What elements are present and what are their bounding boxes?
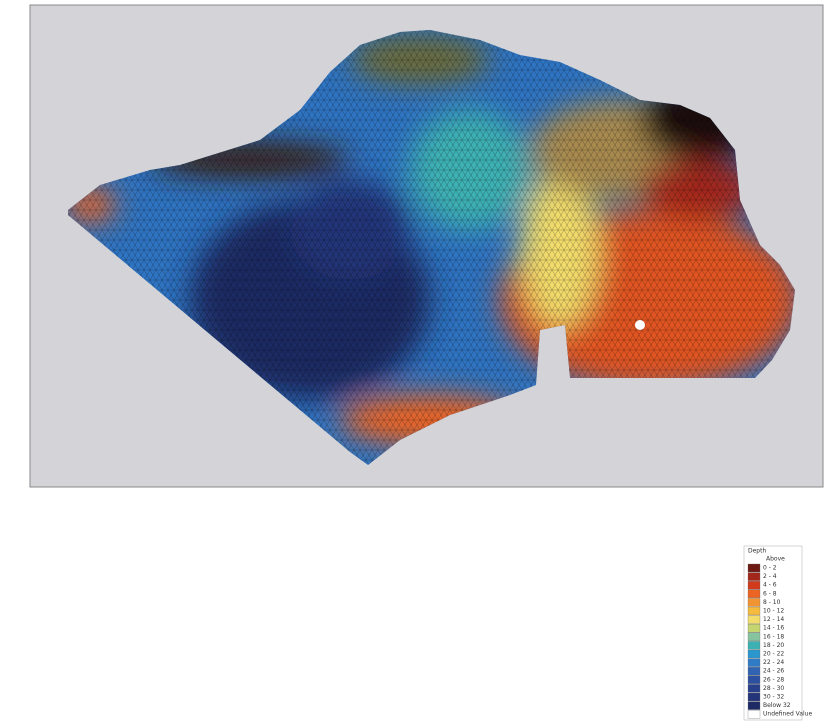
legend-label: 16 - 18 xyxy=(763,633,784,640)
legend-swatch xyxy=(747,710,761,719)
legend-swatch xyxy=(747,598,761,607)
legend-subtitle: Above xyxy=(766,556,785,563)
legend-label: 8 - 10 xyxy=(763,599,781,606)
legend: Depth Above 0 - 22 - 4 4 - 66 - 8 8 - 10 10… xyxy=(743,545,812,721)
legend-label: 6 - 8 xyxy=(763,590,777,597)
legend-label: 22 - 24 xyxy=(763,659,784,666)
legend-swatch xyxy=(747,684,761,693)
legend-label: 12 - 14 xyxy=(763,616,784,623)
legend-label: Undefined Value xyxy=(763,711,812,718)
legend-swatch xyxy=(747,632,761,641)
legend-swatch xyxy=(747,606,761,616)
legend-label: 24 - 26 xyxy=(763,668,784,675)
legend-label: 30 - 32 xyxy=(763,694,784,701)
legend-swatch xyxy=(747,563,761,573)
legend-swatch xyxy=(747,572,761,581)
legend-swatch xyxy=(747,589,761,598)
legend-label: 4 - 6 xyxy=(763,582,777,589)
legend-label: 14 - 16 xyxy=(763,625,784,632)
legend-swatch xyxy=(747,615,761,624)
legend-swatch xyxy=(747,667,761,676)
legend-swatch xyxy=(747,581,761,590)
legend-label: 10 - 12 xyxy=(763,608,784,615)
legend-swatch xyxy=(747,624,761,633)
legend-label: 28 - 30 xyxy=(763,685,784,692)
legend-label: 2 - 4 xyxy=(763,573,777,580)
legend-swatch xyxy=(747,649,761,659)
legend-label: 18 - 20 xyxy=(763,642,784,649)
legend-swatch xyxy=(747,675,761,684)
legend-label: Below 32 xyxy=(763,702,791,709)
legend-swatch xyxy=(747,658,761,667)
legend-swatch xyxy=(747,701,761,710)
legend-swatch xyxy=(747,692,761,702)
legend-label: 0 - 2 xyxy=(763,565,777,572)
legend-label: 26 - 28 xyxy=(763,676,784,683)
legend-label: 20 - 22 xyxy=(763,651,784,658)
legend-title: Depth xyxy=(748,548,766,555)
legend-swatch xyxy=(747,641,761,650)
